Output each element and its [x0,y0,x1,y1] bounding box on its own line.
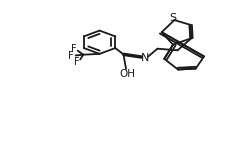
Text: F: F [71,44,76,53]
Text: N: N [140,53,148,63]
Text: OH: OH [119,69,135,79]
Text: F: F [68,51,73,61]
Text: S: S [169,13,176,23]
Text: F: F [74,57,79,67]
